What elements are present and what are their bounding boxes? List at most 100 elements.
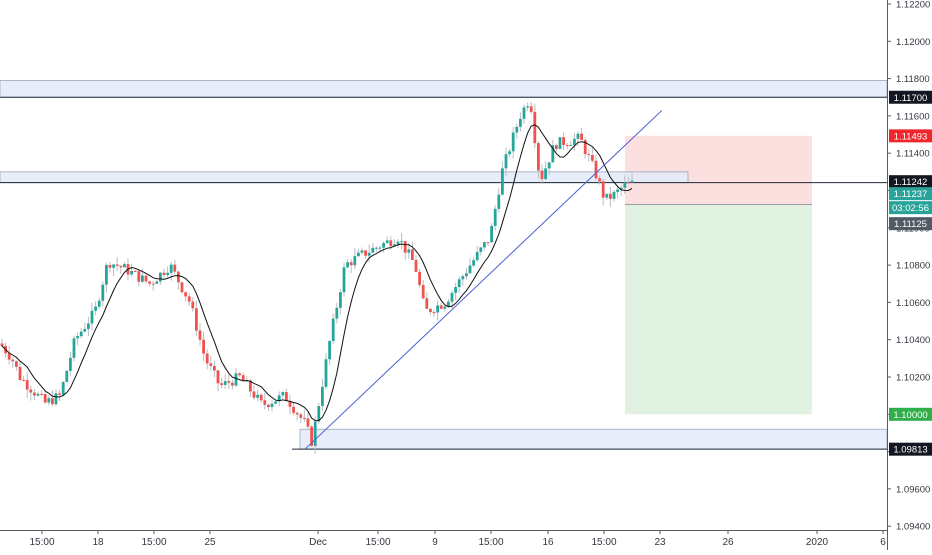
candle-body [425, 298, 429, 309]
time-tick-label: 18 [92, 537, 104, 548]
price-label: 1.11125 [894, 219, 927, 230]
candle-body [483, 242, 486, 248]
candle-body [486, 242, 490, 244]
candle-body [65, 370, 69, 383]
candle-body [151, 283, 155, 285]
price-tick-label: 1.09600 [896, 484, 930, 495]
candle-body [205, 353, 209, 364]
candle-body [389, 240, 393, 247]
candle-body [339, 292, 342, 308]
resistance-zone-mid [0, 171, 689, 184]
time-tick-label: 15:00 [478, 537, 503, 548]
candle-body [436, 305, 439, 313]
candle-body [468, 265, 472, 274]
price-label: 1.11237 [894, 189, 928, 200]
candle-body [533, 111, 537, 144]
candle-body [119, 265, 123, 268]
candle-body [90, 310, 94, 324]
price-tick-label: 1.10600 [896, 298, 930, 309]
price-tick-label: 1.10800 [896, 261, 930, 272]
candle-body [130, 270, 133, 275]
candle-body [61, 382, 65, 395]
time-tick-label: 15:00 [365, 537, 390, 548]
candle-body [22, 379, 25, 381]
candle-body [475, 251, 479, 261]
price-tick-label: 1.11800 [896, 74, 930, 85]
candle-body [249, 380, 252, 392]
candle-body [403, 241, 407, 253]
candle-body [465, 273, 468, 277]
candle-body [159, 272, 162, 282]
candle-body [321, 386, 324, 407]
candle-body [299, 414, 303, 418]
price-tick-label: 1.12200 [896, 0, 930, 11]
candle-body [306, 418, 310, 427]
candle-body [569, 144, 573, 146]
candle-body [382, 243, 385, 248]
time-tick-label: 25 [204, 537, 216, 548]
candle-body [472, 260, 475, 266]
candle-body [357, 252, 360, 257]
candle-body [342, 267, 346, 293]
trendline [304, 109, 663, 450]
price-label: 1.11700 [894, 93, 928, 104]
candle-body [288, 400, 292, 407]
candle-body [432, 312, 436, 314]
candle-body [198, 330, 202, 340]
candle-body [133, 270, 137, 272]
candle-body [454, 287, 457, 293]
candle-body [450, 292, 454, 302]
candle-body [295, 412, 299, 415]
price-label: 1.10000 [893, 410, 927, 421]
candle-body [429, 308, 432, 313]
candle-body [616, 189, 619, 192]
candle-body [493, 208, 497, 226]
candle-body [51, 398, 54, 405]
candle-body [396, 241, 400, 245]
candle-body [364, 250, 367, 256]
time-tick-label: 2020 [806, 537, 829, 548]
price-label-box [889, 187, 932, 201]
candle-body [173, 264, 177, 272]
candle-body [627, 182, 630, 184]
candle-body [223, 381, 227, 385]
candle-body [263, 400, 267, 405]
candle-body [544, 168, 547, 180]
candle-body [313, 421, 317, 446]
candle-body [112, 264, 115, 268]
candle-body [619, 187, 623, 190]
candle-body [580, 133, 583, 141]
candle-body [252, 391, 256, 398]
candle-body [501, 168, 504, 195]
time-tick-label: 15:00 [29, 537, 54, 548]
candle-body [25, 380, 29, 390]
candle-body [40, 393, 43, 395]
candle-body [259, 394, 263, 401]
candle-body [83, 328, 87, 332]
candle-body [94, 306, 97, 311]
price-tick-label: 1.09400 [896, 522, 930, 533]
candle-body [555, 145, 558, 149]
candle-body [15, 361, 18, 367]
candle-body [508, 151, 511, 155]
candle-body [407, 249, 411, 253]
candle-body [72, 338, 76, 358]
candle-body [281, 392, 285, 396]
candle-body [33, 392, 36, 396]
time-tick-label: 9 [432, 537, 438, 548]
candle-body [105, 264, 108, 285]
candle-body [108, 264, 112, 268]
candle-body [123, 264, 126, 268]
candle-body [414, 260, 418, 272]
candle-body [540, 170, 544, 180]
candle-body [191, 301, 195, 309]
candle-body [213, 365, 216, 371]
price-label-box [889, 129, 932, 143]
price-label-box [889, 442, 932, 456]
candle-body [576, 133, 580, 139]
candle-body [0, 343, 4, 347]
candle-body [241, 375, 245, 381]
